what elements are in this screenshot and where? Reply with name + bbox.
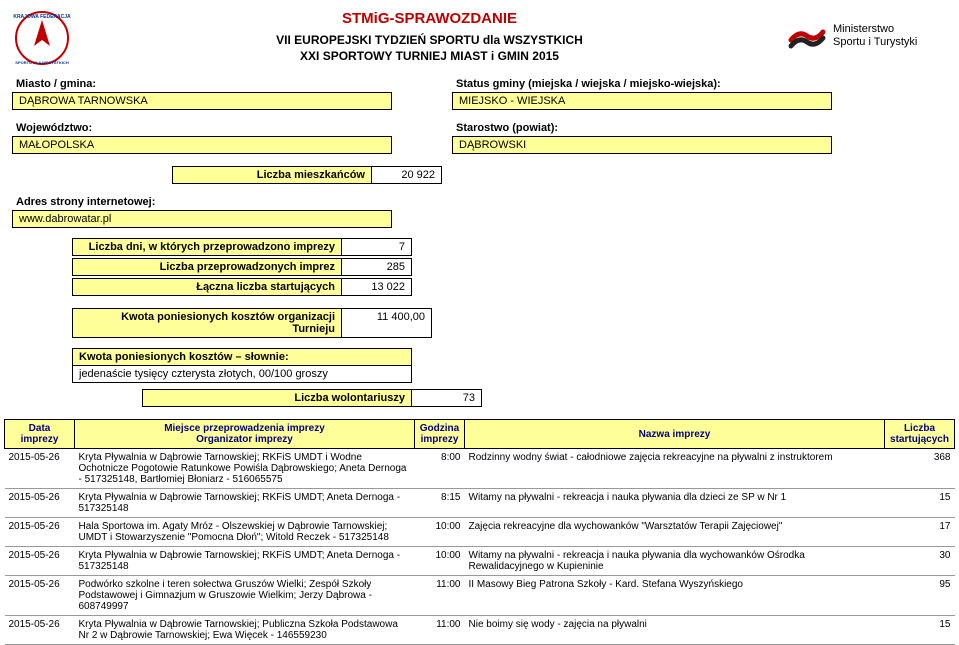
cell-name: Zajęcia rekreacyjne dla wychowanków "War…: [465, 518, 885, 547]
cell-count: 17: [885, 518, 955, 547]
ministry-text: Ministerstwo Sportu i Turystyki: [833, 23, 917, 49]
th-place: Miejsce przeprowadzenia imprezy Organiza…: [75, 420, 415, 449]
title-sub2: XXI SPORTOWY TURNIEJ MIAST i GMIN 2015: [72, 49, 787, 65]
events-table-wrap: Data imprezy Miejsce przeprowadzenia imp…: [0, 419, 959, 645]
cell-date: 2015-05-26: [5, 616, 75, 645]
table-row: 2015-05-26Kryta Pływalnia w Dąbrowie Tar…: [5, 547, 955, 576]
cell-date: 2015-05-26: [5, 547, 75, 576]
kwota-sl-value: jedenaście tysięcy czterysta złotych, 00…: [73, 366, 411, 382]
cell-date: 2015-05-26: [5, 518, 75, 547]
table-row: 2015-05-26Kryta Pływalnia w Dąbrowie Tar…: [5, 616, 955, 645]
status-label: Status gminy (miejska / wiejska / miejsk…: [452, 76, 832, 92]
table-row: 2015-05-26Kryta Pływalnia w Dąbrowie Tar…: [5, 489, 955, 518]
cell-time: 11:00: [415, 576, 465, 616]
star-label: Starostwo (powiat):: [452, 120, 832, 136]
kwota-label: Kwota poniesionych kosztów organizacji T…: [72, 308, 342, 338]
header: KRAJOWA FEDERACJA SPORTU DLA WSZYSTKICH …: [0, 0, 959, 72]
wol-value: 73: [412, 389, 482, 407]
cell-date: 2015-05-26: [5, 489, 75, 518]
cell-place: Podwórko szkolne i teren sołectwa Gruszó…: [75, 576, 415, 616]
imprez-value: 285: [342, 258, 412, 276]
cell-count: 368: [885, 449, 955, 489]
ministry-logo-block: Ministerstwo Sportu i Turystyki: [787, 8, 947, 56]
mieszk-value: 20 922: [372, 166, 442, 184]
cell-time: 8:00: [415, 449, 465, 489]
th-date: Data imprezy: [5, 420, 75, 449]
federation-logo: KRAJOWA FEDERACJA SPORTU DLA WSZYSTKICH: [12, 8, 72, 68]
dni-label: Liczba dni, w których przeprowadzono imp…: [72, 238, 342, 256]
cell-name: Witamy na pływalni - rekreacja i nauka p…: [465, 547, 885, 576]
ministry-icon: [787, 16, 827, 56]
adres-label: Adres strony internetowej:: [12, 194, 392, 210]
start-value: 13 022: [342, 278, 412, 296]
cell-count: 15: [885, 616, 955, 645]
cell-place: Hala Sportowa im. Agaty Mróz - Olszewski…: [75, 518, 415, 547]
kwota-slownie-block: Kwota poniesionych kosztów – słownie: je…: [72, 348, 412, 383]
cell-name: II Masowy Bieg Patrona Szkoły - Kard. St…: [465, 576, 885, 616]
th-time: Godzina imprezy: [415, 420, 465, 449]
mieszk-label: Liczba mieszkańców: [172, 166, 372, 184]
cell-name: Witamy na pływalni - rekreacja i nauka p…: [465, 489, 885, 518]
table-row: 2015-05-26Podwórko szkolne i teren sołec…: [5, 576, 955, 616]
woj-value: MAŁOPOLSKA: [12, 136, 392, 154]
miasto-label: Miasto / gmina:: [12, 76, 392, 92]
table-row: 2015-05-26Kryta Pływalnia w Dąbrowie Tar…: [5, 449, 955, 489]
table-row: 2015-05-26Hala Sportowa im. Agaty Mróz -…: [5, 518, 955, 547]
status-value: MIEJSKO - WIEJSKA: [452, 92, 832, 110]
cell-count: 30: [885, 547, 955, 576]
dni-value: 7: [342, 238, 412, 256]
cell-time: 11:00: [415, 616, 465, 645]
svg-text:SPORTU DLA WSZYSTKICH: SPORTU DLA WSZYSTKICH: [15, 60, 69, 65]
title-main: STMiG-SPRAWOZDANIE: [72, 10, 787, 27]
cell-count: 95: [885, 576, 955, 616]
miasto-value: DĄBROWA TARNOWSKA: [12, 92, 392, 110]
ministry-line1: Ministerstwo: [833, 23, 917, 36]
cell-name: Nie boimy się wody - zajęcia na pływalni: [465, 616, 885, 645]
cell-date: 2015-05-26: [5, 449, 75, 489]
title-sub1: VII EUROPEJSKI TYDZIEŃ SPORTU dla WSZYST…: [72, 33, 787, 49]
events-table: Data imprezy Miejsce przeprowadzenia imp…: [4, 419, 955, 645]
ministry-line2: Sportu i Turystyki: [833, 36, 917, 49]
cell-place: Kryta Pływalnia w Dąbrowie Tarnowskiej; …: [75, 547, 415, 576]
info-section: Miasto / gmina: DĄBROWA TARNOWSKA Status…: [0, 72, 959, 419]
cell-name: Rodzinny wodny świat - całodniowe zajęci…: [465, 449, 885, 489]
wol-label: Liczba wolontariuszy: [142, 389, 412, 407]
star-value: DĄBROWSKI: [452, 136, 832, 154]
kwota-value: 11 400,00: [342, 308, 432, 338]
svg-text:KRAJOWA FEDERACJA: KRAJOWA FEDERACJA: [13, 14, 71, 20]
kwota-sl-label: Kwota poniesionych kosztów – słownie:: [73, 349, 411, 366]
th-count: Liczba startujących: [885, 420, 955, 449]
woj-label: Województwo:: [12, 120, 392, 136]
cell-place: Kryta Pływalnia w Dąbrowie Tarnowskiej; …: [75, 616, 415, 645]
adres-value: www.dabrowatar.pl: [12, 210, 392, 228]
th-name: Nazwa imprezy: [465, 420, 885, 449]
cell-count: 15: [885, 489, 955, 518]
cell-time: 10:00: [415, 518, 465, 547]
header-titles: STMiG-SPRAWOZDANIE VII EUROPEJSKI TYDZIE…: [72, 8, 787, 64]
cell-date: 2015-05-26: [5, 576, 75, 616]
imprez-label: Liczba przeprowadzonych imprez: [72, 258, 342, 276]
cell-place: Kryta Pływalnia w Dąbrowie Tarnowskiej; …: [75, 449, 415, 489]
stats-block: Liczba dni, w których przeprowadzono imp…: [72, 238, 947, 383]
cell-time: 10:00: [415, 547, 465, 576]
cell-place: Kryta Pływalnia w Dąbrowie Tarnowskiej; …: [75, 489, 415, 518]
cell-time: 8:15: [415, 489, 465, 518]
start-label: Łączna liczba startujących: [72, 278, 342, 296]
